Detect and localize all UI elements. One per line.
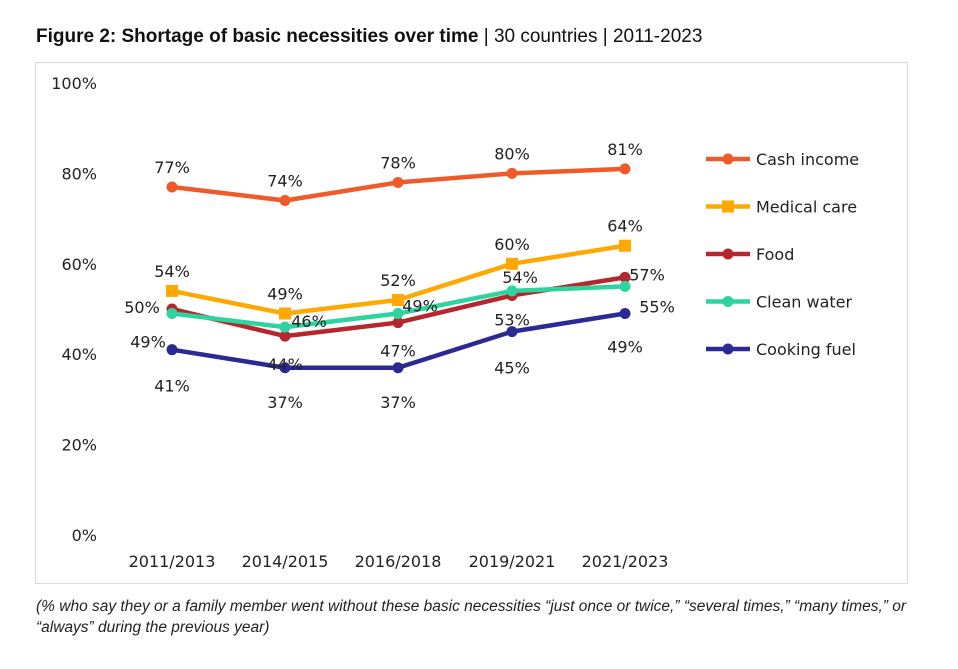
footnote: (% who say they or a family member went … <box>36 598 907 636</box>
y-tick-label: 20% <box>61 436 97 455</box>
data-point <box>506 326 518 338</box>
legend-marker <box>722 153 734 165</box>
data-label: 60% <box>494 235 530 254</box>
data-point <box>619 163 631 175</box>
legend-label: Medical care <box>756 198 857 217</box>
data-label: 45% <box>494 359 530 378</box>
y-tick-label: 40% <box>61 345 97 364</box>
y-tick-label: 100% <box>51 74 97 93</box>
data-point <box>279 307 291 320</box>
data-label: 49% <box>607 338 643 357</box>
legend-marker <box>722 200 734 213</box>
data-label: 57% <box>629 265 665 284</box>
legend-label: Cash income <box>756 150 859 169</box>
data-point <box>506 167 518 179</box>
data-label: 54% <box>502 268 538 287</box>
data-point <box>279 330 291 342</box>
data-label: 37% <box>380 393 416 412</box>
data-point <box>392 317 404 329</box>
y-tick-label: 0% <box>72 526 97 545</box>
data-label: 44% <box>267 355 303 374</box>
title-separator: | <box>478 26 494 47</box>
data-point <box>392 293 404 306</box>
x-tick-label: 2016/2018 <box>355 552 442 571</box>
legend-label: Food <box>756 245 794 264</box>
data-point <box>619 280 631 292</box>
data-label: 77% <box>154 158 190 177</box>
x-tick-label: 2011/2013 <box>129 552 216 571</box>
x-tick-label: 2014/2015 <box>242 552 329 571</box>
data-label: 46% <box>291 312 327 331</box>
data-label: 78% <box>380 153 416 172</box>
data-point <box>506 257 518 270</box>
data-point <box>166 308 178 320</box>
legend-label: Cooking fuel <box>756 340 856 359</box>
legend-label: Clean water <box>756 293 853 312</box>
data-label: 50% <box>124 298 160 317</box>
data-point <box>279 321 291 333</box>
data-label: 49% <box>130 333 166 352</box>
data-point <box>166 284 178 297</box>
data-label: 52% <box>380 271 416 290</box>
data-label: 49% <box>267 285 303 304</box>
chart-frame <box>35 62 908 584</box>
legend-marker <box>722 248 734 260</box>
data-point <box>279 195 291 207</box>
data-label: 80% <box>494 144 530 163</box>
title-countries: 30 countries <box>493 26 598 47</box>
data-label: 81% <box>607 140 643 159</box>
chart-title: Figure 2: Shortage of basic necessities … <box>36 26 702 48</box>
data-point <box>392 176 404 188</box>
data-point <box>392 362 404 374</box>
y-tick-label: 60% <box>61 255 97 274</box>
data-point <box>279 362 291 374</box>
x-tick-label: 2019/2021 <box>469 552 556 571</box>
data-point <box>506 285 518 297</box>
title-separator: | <box>597 26 613 47</box>
data-point <box>166 181 178 193</box>
data-point <box>619 308 631 320</box>
data-point <box>619 239 631 252</box>
title-years: 2011-2023 <box>612 26 703 47</box>
data-label: 37% <box>267 393 303 412</box>
title-main: Figure 2: Shortage of basic necessities … <box>36 26 479 47</box>
data-point <box>619 271 631 283</box>
x-tick-label: 2021/2023 <box>582 552 669 571</box>
data-label: 54% <box>154 262 190 281</box>
data-label: 41% <box>154 377 190 396</box>
data-label: 53% <box>494 310 530 329</box>
legend-marker <box>722 343 734 355</box>
data-point <box>166 344 178 356</box>
data-label: 74% <box>267 172 303 191</box>
data-label: 47% <box>380 342 416 361</box>
legend-marker <box>722 296 734 307</box>
data-point <box>392 308 404 320</box>
data-label: 55% <box>639 297 675 316</box>
y-tick-label: 80% <box>61 164 97 183</box>
data-label: 49% <box>402 297 438 316</box>
data-label: 64% <box>607 217 643 236</box>
